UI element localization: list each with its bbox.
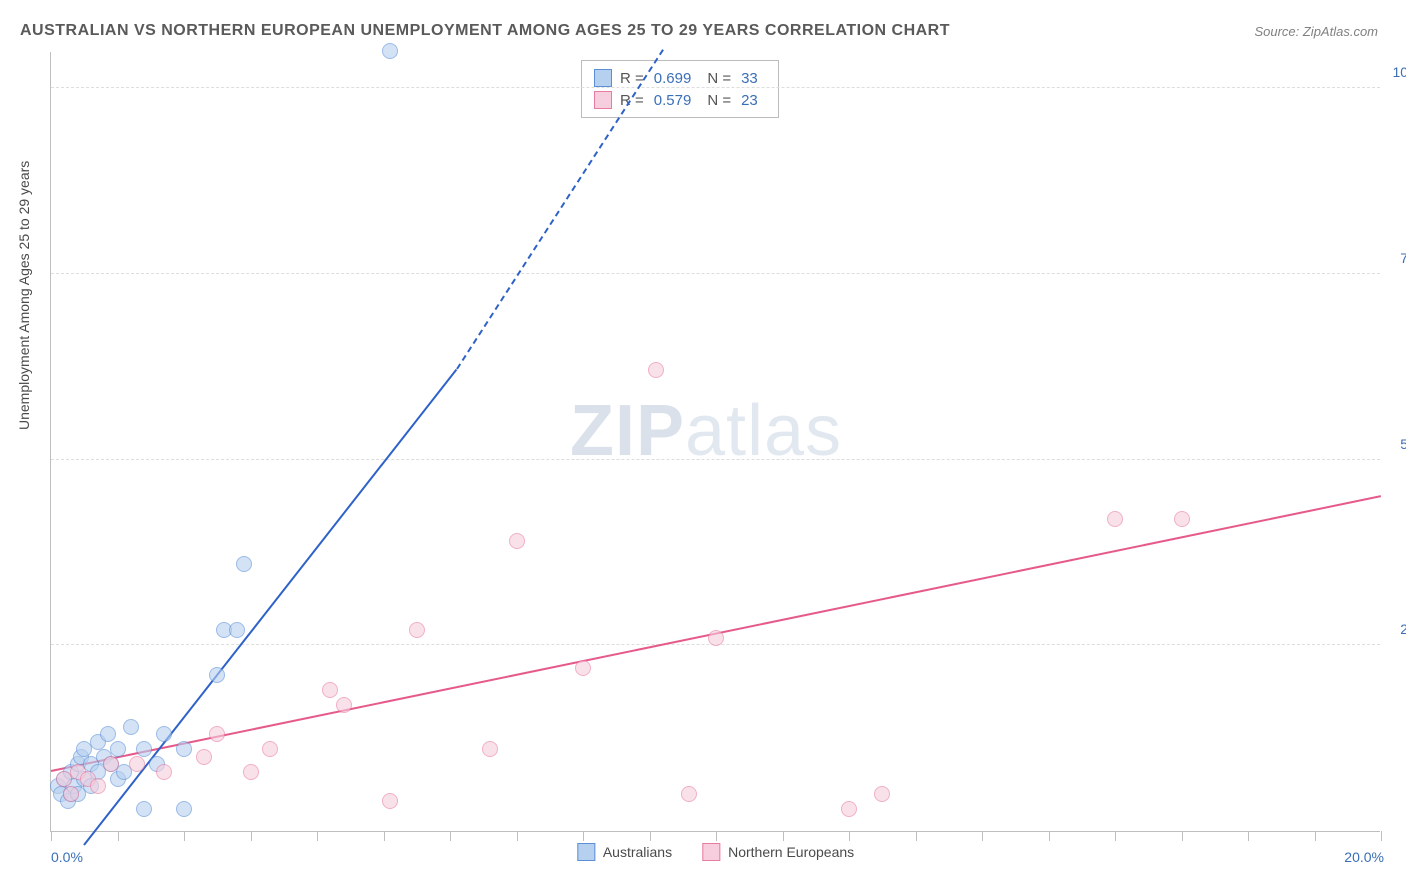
legend-item-northern-europeans: Northern Europeans	[702, 843, 854, 861]
r-value-australians: 0.699	[654, 70, 692, 87]
x-axis-tick	[1381, 831, 1382, 841]
gridline	[51, 459, 1380, 460]
data-point-northern-europeans	[156, 764, 172, 780]
data-point-northern-europeans	[575, 660, 591, 676]
x-axis-tick	[1049, 831, 1050, 841]
gridline	[51, 273, 1380, 274]
data-point-australians	[100, 726, 116, 742]
x-axis-tick	[783, 831, 784, 841]
data-point-australians	[110, 741, 126, 757]
chart-title: AUSTRALIAN VS NORTHERN EUROPEAN UNEMPLOY…	[20, 22, 950, 40]
y-axis-tick-label: 75.0%	[1400, 250, 1406, 266]
data-point-northern-europeans	[63, 786, 79, 802]
y-axis-tick-label: 100.0%	[1393, 64, 1406, 80]
x-axis-tick	[184, 831, 185, 841]
swatch-pink	[594, 91, 612, 109]
data-point-northern-europeans	[262, 741, 278, 757]
swatch-blue	[577, 843, 595, 861]
trend-line-dashed	[456, 49, 664, 370]
data-point-northern-europeans	[196, 749, 212, 765]
swatch-pink	[702, 843, 720, 861]
data-point-australians	[176, 801, 192, 817]
data-point-australians	[176, 741, 192, 757]
data-point-northern-europeans	[648, 362, 664, 378]
data-point-northern-europeans	[90, 778, 106, 794]
data-point-northern-europeans	[336, 697, 352, 713]
x-axis-tick	[1315, 831, 1316, 841]
data-point-northern-europeans	[209, 726, 225, 742]
data-point-australians	[123, 719, 139, 735]
data-point-northern-europeans	[103, 756, 119, 772]
data-point-northern-europeans	[874, 786, 890, 802]
x-axis-tick	[251, 831, 252, 841]
data-point-northern-europeans	[708, 630, 724, 646]
y-axis-tick-label: 50.0%	[1400, 436, 1406, 452]
data-point-northern-europeans	[509, 533, 525, 549]
x-axis-tick	[1182, 831, 1183, 841]
data-point-northern-europeans	[841, 801, 857, 817]
data-point-northern-europeans	[681, 786, 697, 802]
data-point-australians	[229, 622, 245, 638]
n-value-northern-europeans: 23	[741, 92, 758, 109]
legend-label-northern-europeans: Northern Europeans	[728, 844, 854, 860]
data-point-australians	[236, 556, 252, 572]
data-point-australians	[136, 741, 152, 757]
x-axis-tick	[849, 831, 850, 841]
x-axis-tick	[650, 831, 651, 841]
x-axis-label-max: 20.0%	[1344, 849, 1384, 865]
x-axis-tick	[450, 831, 451, 841]
legend-row-northern-europeans: R = 0.579 N = 23	[594, 89, 766, 111]
data-point-northern-europeans	[322, 682, 338, 698]
scatter-plot-area: R = 0.699 N = 33 R = 0.579 N = 23 Austra…	[50, 52, 1380, 832]
n-value-australians: 33	[741, 70, 758, 87]
x-axis-tick	[118, 831, 119, 841]
data-point-northern-europeans	[1107, 511, 1123, 527]
r-value-northern-europeans: 0.579	[654, 92, 692, 109]
x-axis-tick	[583, 831, 584, 841]
x-axis-tick	[916, 831, 917, 841]
y-axis-tick-label: 25.0%	[1400, 621, 1406, 637]
data-point-northern-europeans	[482, 741, 498, 757]
x-axis-tick	[982, 831, 983, 841]
x-axis-tick	[1248, 831, 1249, 841]
legend-item-australians: Australians	[577, 843, 672, 861]
swatch-blue	[594, 69, 612, 87]
data-point-australians	[156, 726, 172, 742]
correlation-legend: R = 0.699 N = 33 R = 0.579 N = 23	[581, 60, 779, 118]
x-axis-tick	[51, 831, 52, 841]
x-axis-tick	[716, 831, 717, 841]
x-axis-tick	[1115, 831, 1116, 841]
y-axis-title: Unemployment Among Ages 25 to 29 years	[16, 161, 32, 430]
data-point-australians	[209, 667, 225, 683]
x-axis-tick	[517, 831, 518, 841]
legend-row-australians: R = 0.699 N = 33	[594, 67, 766, 89]
n-label: N =	[707, 92, 731, 109]
source-attribution: Source: ZipAtlas.com	[1254, 24, 1378, 39]
data-point-northern-europeans	[409, 622, 425, 638]
gridline	[51, 87, 1380, 88]
x-axis-label-min: 0.0%	[51, 849, 83, 865]
trend-line	[83, 369, 457, 846]
data-point-northern-europeans	[243, 764, 259, 780]
data-point-australians	[136, 801, 152, 817]
data-point-northern-europeans	[129, 756, 145, 772]
data-point-northern-europeans	[1174, 511, 1190, 527]
series-legend: Australians Northern Europeans	[577, 843, 854, 861]
x-axis-tick	[317, 831, 318, 841]
x-axis-tick	[384, 831, 385, 841]
n-label: N =	[707, 70, 731, 87]
data-point-northern-europeans	[382, 793, 398, 809]
data-point-australians	[382, 43, 398, 59]
legend-label-australians: Australians	[603, 844, 672, 860]
